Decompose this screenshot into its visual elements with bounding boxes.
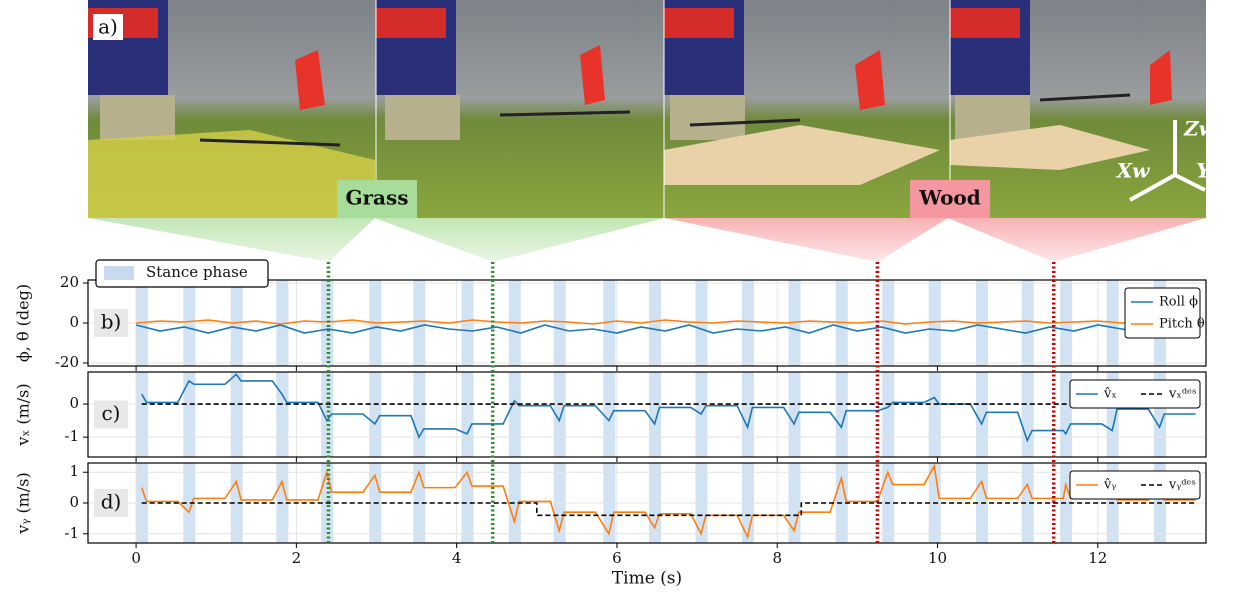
surface-tag: Wood [918,186,981,210]
x-axis-label: Time (s) [612,569,682,589]
y-axis-label: vᵧ (m/s) [14,472,33,534]
series-line [136,325,1194,333]
y-tick-label: -1 [64,427,79,445]
legend-label: v̂ₓ [1103,387,1117,402]
panel-label: d) [101,490,122,514]
legend-label: Pitch θ [1159,317,1205,332]
x-tick-label: 4 [452,549,462,567]
x-tick-label: 8 [772,549,782,567]
legend-swatch [104,266,134,280]
stance-band [929,372,941,457]
funnel [664,218,948,262]
axis-label: Zw [1183,117,1217,141]
axis-label: Xw [1115,159,1151,183]
funnel [375,218,664,262]
stance-band [882,372,894,457]
stance-band [649,372,661,457]
axis-label: Yw [1196,159,1228,183]
panel-label: b) [101,310,122,334]
x-tick-label: 12 [1088,549,1107,567]
stance-band [1022,372,1034,457]
series-line [142,374,1196,440]
photo-strip: a) Grass Wood Zw Xw Yw [88,0,1229,218]
stance-band [509,372,521,457]
panel-label: a) [98,15,118,39]
y-tick-label: 20 [60,273,79,291]
subplot: 0 2 4 6 8 10 12 -1 0 1 d) vᵧ (m/s) Time (s) v̂ᵧ vᵧᵈᵉˢ [14,462,1207,588]
series-line [142,466,1196,537]
stance-band [369,372,381,457]
y-axis-label: vₓ (m/s) [14,383,33,446]
funnels [88,218,1206,262]
legend-label: Roll ϕ [1159,295,1198,310]
panel-label: c) [101,401,120,425]
y-tick-label: 0 [69,313,79,331]
page: {"photos": {"label": "a)", "grass": "Gra… [0,0,1241,600]
subplot: -1 0 c) vₓ (m/s) v̂ₓ vₓᵈᵉˢ [14,372,1207,462]
funnel [88,218,375,262]
stance-legend: Stance phase [96,260,268,287]
legend-label: Stance phase [146,263,248,281]
legend-label: vₓᵈᵉˢ [1168,387,1196,402]
stance-band [136,372,148,457]
y-tick-label: 0 [69,394,79,412]
surface-tag: Grass [345,186,408,210]
y-tick-label: 0 [69,493,79,511]
y-axis-label: ϕ, θ (deg) [14,284,33,362]
subplot: -20 0 20 b) ϕ, θ (deg) Roll ϕ Pitch θ [14,273,1207,371]
stance-band [413,372,425,457]
x-tick-label: 10 [928,549,947,567]
stance-band [836,372,848,457]
legend-label: v̂ᵧ [1103,478,1116,493]
stance-band [461,372,473,457]
stance-band [231,372,243,457]
stance-band [603,372,615,457]
figure: a) Grass Wood Zw Xw Yw -20020b)ϕ, θ (deg… [0,0,1241,600]
stance-band [276,372,288,457]
stance-band [742,372,754,457]
y-tick-label: -20 [55,353,79,371]
y-tick-label: -1 [64,524,79,542]
x-tick-label: 2 [292,549,302,567]
x-tick-label: 6 [612,549,622,567]
x-tick-label: 0 [131,549,141,567]
y-tick-label: 1 [69,462,79,480]
funnel [948,218,1206,262]
legend-label: vᵧᵈᵉˢ [1168,478,1196,493]
